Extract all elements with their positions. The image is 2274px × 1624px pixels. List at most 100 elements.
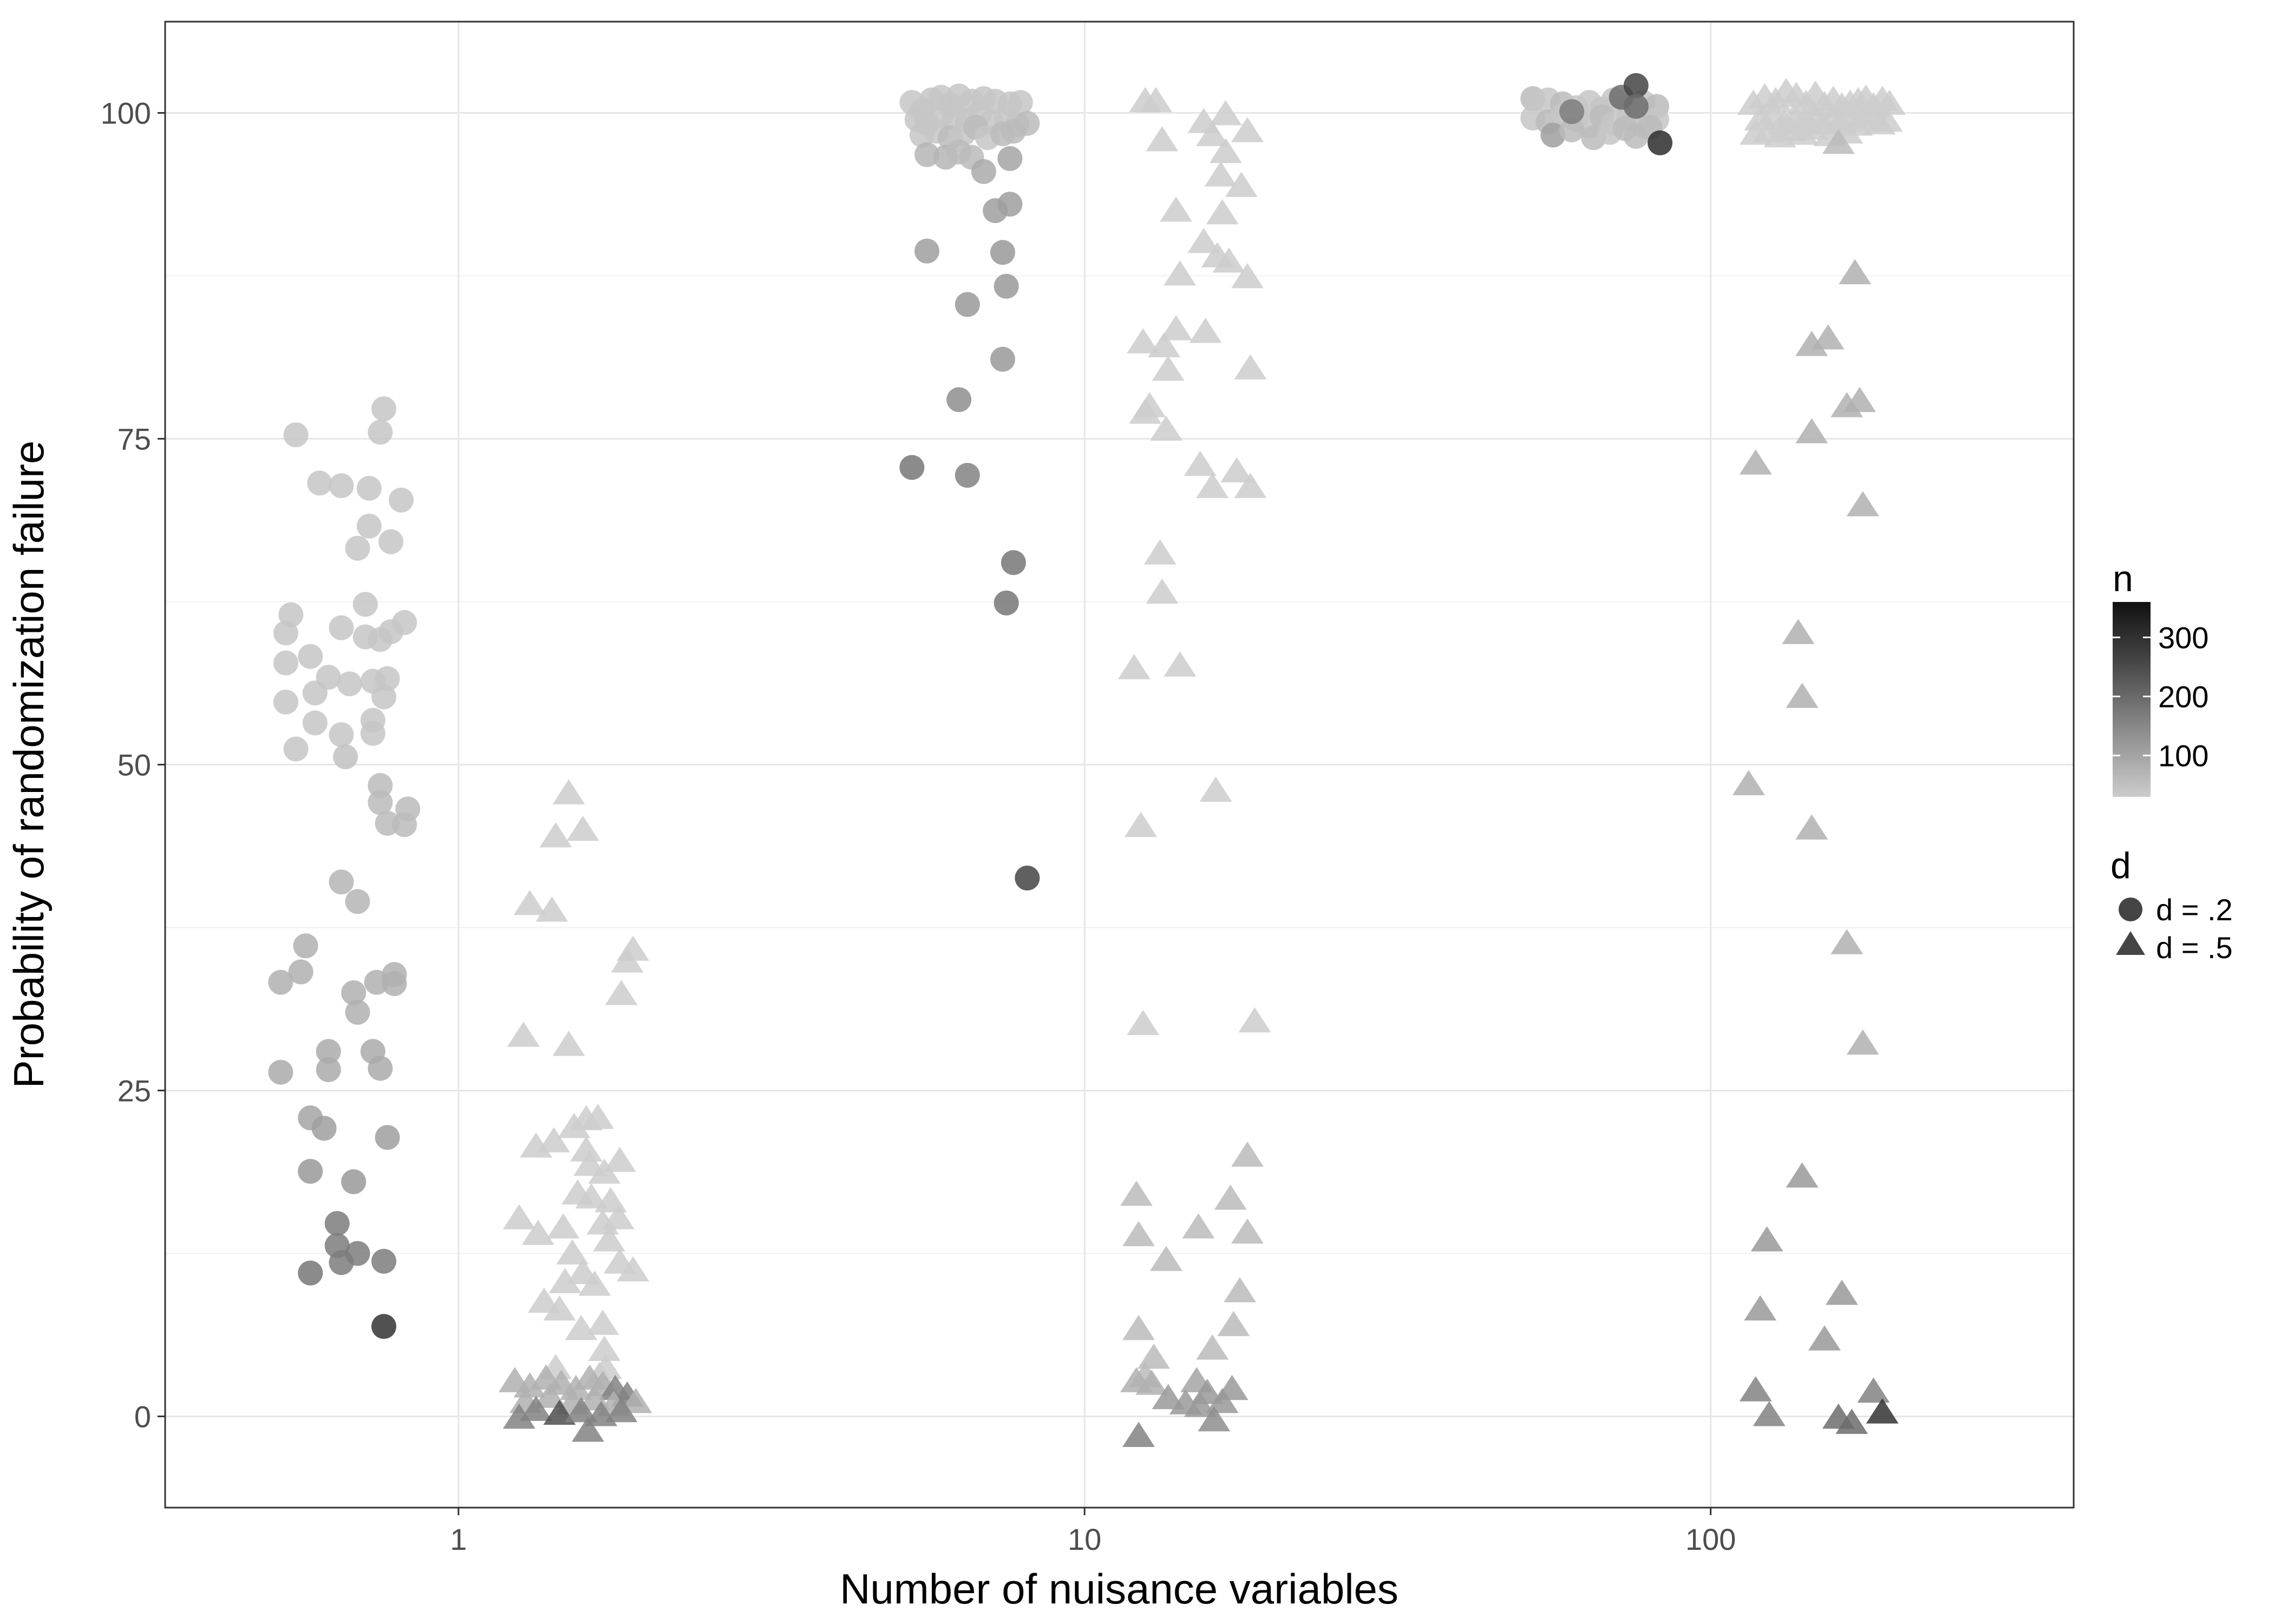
point-triangle [1146, 126, 1179, 152]
point-triangle [1184, 1392, 1217, 1417]
point-triangle [1160, 315, 1193, 340]
point-circle [368, 420, 393, 445]
point-circle [333, 744, 358, 770]
point-triangle [1199, 776, 1232, 802]
point-circle [360, 721, 385, 746]
legend-color-title: n [2113, 558, 2133, 599]
point-circle [375, 1125, 400, 1150]
point-circle [1647, 130, 1672, 155]
point-triangle [533, 1383, 566, 1408]
point-triangle [570, 1136, 603, 1162]
point-triangle [603, 1147, 636, 1172]
point-triangle [1231, 263, 1264, 289]
point-circle [1015, 865, 1040, 890]
point-triangle [502, 1204, 535, 1229]
point-triangle [1873, 89, 1906, 115]
point-circle [392, 610, 417, 636]
point-triangle [1135, 1370, 1168, 1395]
point-circle [371, 396, 396, 422]
point-circle [1623, 94, 1649, 119]
point-triangle [539, 822, 572, 848]
point-triangle [566, 815, 599, 841]
point-circle [914, 238, 939, 264]
legend-triangle-key [2116, 931, 2145, 955]
point-triangle [1196, 473, 1229, 499]
y-tick-label: 100 [101, 96, 151, 130]
point-triangle [571, 1416, 604, 1442]
point-circle [283, 422, 309, 448]
point-triangle [535, 896, 568, 922]
point-circle [371, 1314, 396, 1339]
point-circle [307, 470, 332, 496]
y-tick-label: 50 [117, 748, 151, 782]
point-triangle [605, 1397, 638, 1423]
point-circle [337, 671, 362, 697]
point-triangle [1795, 331, 1828, 356]
point-triangle [1133, 392, 1166, 417]
point-triangle [1808, 1325, 1841, 1351]
point-circle [329, 615, 354, 640]
point-triangle [513, 1372, 546, 1398]
point-circle [371, 684, 396, 710]
point-triangle [1835, 1409, 1868, 1434]
point-circle [1540, 122, 1566, 148]
point-circle [955, 462, 980, 488]
point-triangle [1149, 1246, 1182, 1271]
point-triangle [1122, 1422, 1155, 1447]
point-triangle [1739, 449, 1772, 475]
point-circle [329, 1250, 354, 1275]
point-circle [914, 142, 939, 167]
point-circle [356, 513, 382, 539]
x-tick-label: 10 [1068, 1522, 1101, 1556]
point-circle [1001, 119, 1026, 144]
point-triangle [1204, 161, 1237, 187]
point-triangle [1184, 450, 1217, 476]
legend-label-d-02: d = .2 [2156, 893, 2233, 927]
point-triangle [1753, 1400, 1786, 1426]
x-tick-label: 1 [450, 1522, 467, 1556]
point-triangle [1217, 1311, 1250, 1337]
point-circle [994, 590, 1019, 615]
y-axis-title: Probability of randomization failure [5, 441, 53, 1089]
point-triangle [592, 1226, 625, 1252]
point-triangle [556, 1239, 589, 1265]
point-circle [382, 971, 407, 997]
point-circle [997, 146, 1023, 171]
data-points [268, 73, 1906, 1447]
point-triangle [1120, 1181, 1153, 1206]
point-triangle [1786, 683, 1819, 708]
point-triangle [1209, 137, 1242, 163]
point-triangle [502, 1403, 535, 1429]
point-triangle [521, 1220, 554, 1245]
point-triangle [558, 1112, 591, 1138]
point-triangle [1870, 106, 1903, 132]
point-triangle [1152, 1384, 1185, 1410]
point-triangle [1127, 1010, 1160, 1036]
point-circle [1559, 117, 1585, 142]
point-triangle [1234, 473, 1267, 499]
point-circle [345, 1000, 370, 1025]
point-triangle [619, 1387, 652, 1413]
point-circle [352, 592, 378, 617]
point-triangle [1831, 392, 1864, 417]
point-circle [341, 980, 367, 1005]
point-circle [268, 1059, 293, 1085]
point-triangle [605, 980, 638, 1005]
point-triangle [1846, 1029, 1879, 1055]
x-tick-label: 100 [1685, 1522, 1736, 1556]
point-triangle [513, 890, 546, 915]
y-tick-label: 0 [134, 1399, 151, 1433]
point-circle [329, 869, 354, 895]
legend-shape: d d = .2 d = .5 [2110, 845, 2233, 965]
colorbar-tick-label: 200 [2158, 680, 2208, 714]
point-triangle [1212, 247, 1245, 273]
colorbar-tick-label: 300 [2158, 620, 2208, 654]
point-triangle [1189, 317, 1222, 343]
point-circle [1001, 550, 1026, 575]
point-circle [273, 689, 298, 715]
point-triangle [1182, 1213, 1215, 1239]
point-triangle [520, 1396, 553, 1421]
point-triangle [1214, 1184, 1247, 1210]
point-circle [990, 240, 1015, 265]
